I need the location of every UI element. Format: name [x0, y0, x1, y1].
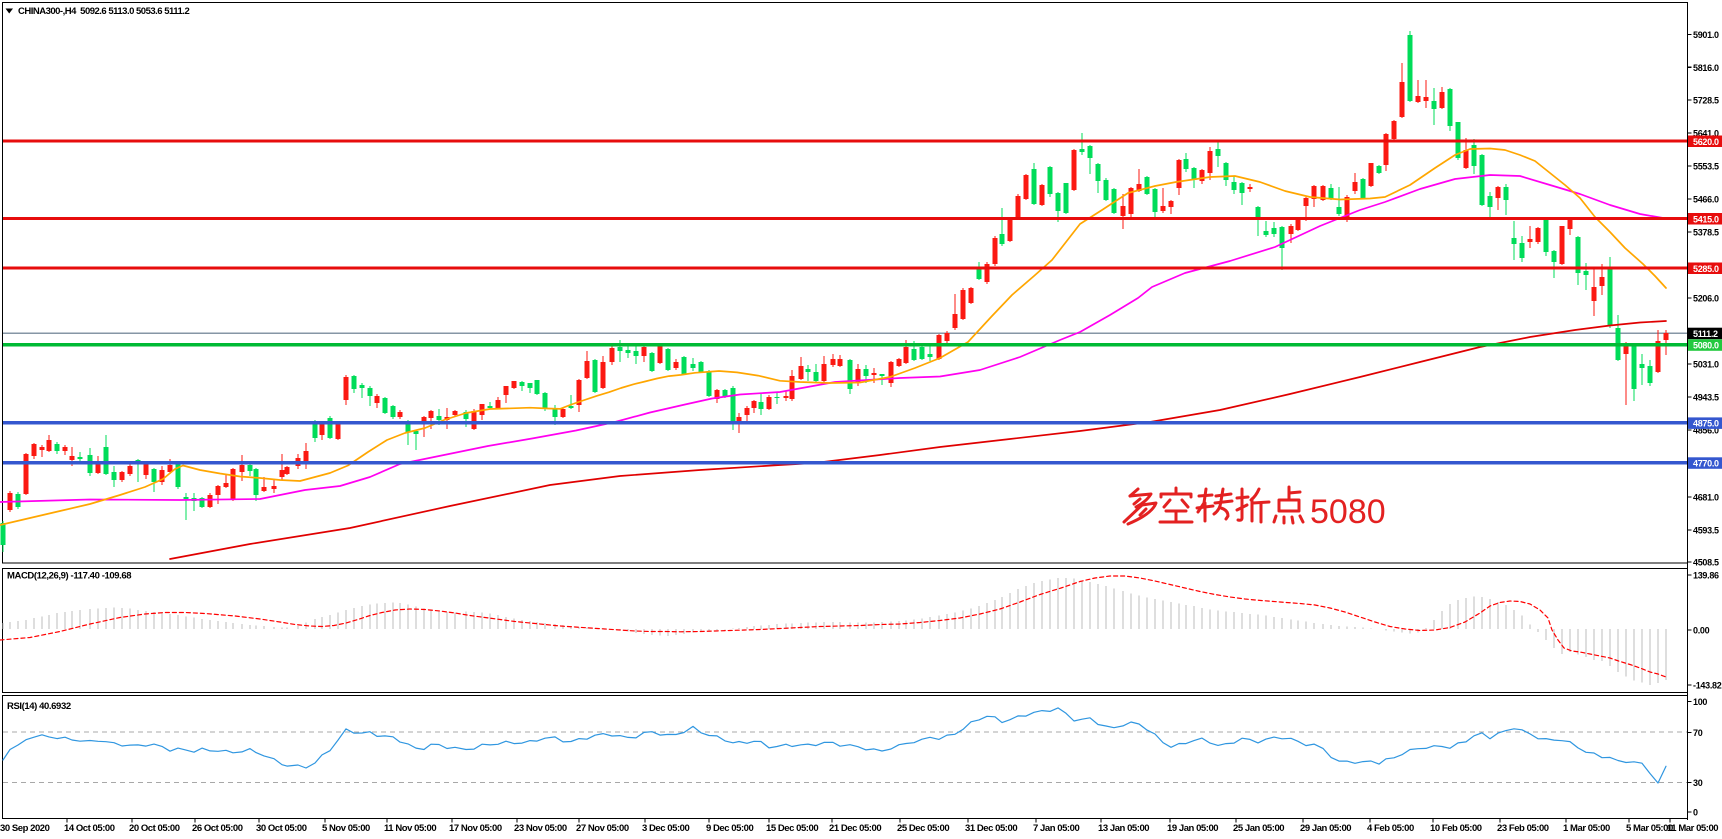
svg-text:9 Dec 05:00: 9 Dec 05:00 [706, 823, 754, 834]
svg-text:4770.0: 4770.0 [1693, 459, 1719, 469]
svg-text:5080: 5080 [1310, 493, 1386, 531]
svg-text:4875.0: 4875.0 [1693, 419, 1719, 429]
svg-text:5901.0: 5901.0 [1693, 30, 1719, 40]
svg-text:-143.82: -143.82 [1693, 681, 1722, 691]
svg-text:11 Mar 05:00: 11 Mar 05:00 [1667, 823, 1718, 834]
svg-text:19 Jan 05:00: 19 Jan 05:00 [1167, 823, 1218, 834]
svg-text:30 Sep 2020: 30 Sep 2020 [0, 823, 50, 834]
svg-text:100: 100 [1693, 697, 1707, 707]
svg-text:4681.0: 4681.0 [1693, 493, 1719, 503]
svg-text:5553.5: 5553.5 [1693, 162, 1719, 172]
svg-text:70: 70 [1693, 728, 1703, 738]
svg-text:20 Oct 05:00: 20 Oct 05:00 [129, 823, 180, 834]
svg-text:5641.0: 5641.0 [1693, 129, 1719, 139]
svg-text:0: 0 [1693, 808, 1698, 818]
svg-text:25 Dec 05:00: 25 Dec 05:00 [897, 823, 949, 834]
svg-text:23 Nov 05:00: 23 Nov 05:00 [514, 823, 567, 834]
svg-text:26 Oct 05:00: 26 Oct 05:00 [192, 823, 243, 834]
svg-text:4508.5: 4508.5 [1693, 558, 1719, 568]
svg-text:7 Jan 05:00: 7 Jan 05:00 [1033, 823, 1079, 834]
svg-text:15 Dec 05:00: 15 Dec 05:00 [766, 823, 818, 834]
svg-text:5285.0: 5285.0 [1693, 264, 1719, 274]
svg-text:5378.5: 5378.5 [1693, 228, 1719, 238]
svg-text:25 Jan 05:00: 25 Jan 05:00 [1233, 823, 1284, 834]
svg-text:5816.0: 5816.0 [1693, 63, 1719, 73]
svg-text:3 Dec 05:00: 3 Dec 05:00 [642, 823, 690, 834]
svg-text:10 Feb 05:00: 10 Feb 05:00 [1430, 823, 1482, 834]
svg-text:5206.0: 5206.0 [1693, 294, 1719, 304]
svg-text:1 Mar 05:00: 1 Mar 05:00 [1563, 823, 1610, 834]
svg-text:5 Mar 05:00: 5 Mar 05:00 [1626, 823, 1673, 834]
svg-text:30: 30 [1693, 778, 1703, 788]
svg-text:13 Jan 05:00: 13 Jan 05:00 [1098, 823, 1149, 834]
svg-text:14 Oct 05:00: 14 Oct 05:00 [64, 823, 115, 834]
svg-text:MACD(12,26,9) -117.40 -109.68: MACD(12,26,9) -117.40 -109.68 [7, 571, 131, 582]
svg-text:5 Nov 05:00: 5 Nov 05:00 [322, 823, 370, 834]
svg-text:31 Dec 05:00: 31 Dec 05:00 [965, 823, 1017, 834]
svg-text:139.86: 139.86 [1693, 571, 1719, 581]
svg-text:5080.0: 5080.0 [1693, 341, 1719, 351]
svg-text:4943.5: 4943.5 [1693, 393, 1719, 403]
svg-text:5031.0: 5031.0 [1693, 360, 1719, 370]
svg-text:4856.0: 4856.0 [1693, 426, 1719, 436]
svg-text:21 Dec 05:00: 21 Dec 05:00 [829, 823, 881, 834]
svg-text:29 Jan 05:00: 29 Jan 05:00 [1300, 823, 1351, 834]
svg-text:5111.2: 5111.2 [1693, 329, 1718, 339]
svg-text:5620.0: 5620.0 [1693, 137, 1719, 147]
svg-text:0.00: 0.00 [1693, 626, 1710, 636]
svg-text:17 Nov 05:00: 17 Nov 05:00 [449, 823, 502, 834]
svg-text:30 Oct 05:00: 30 Oct 05:00 [256, 823, 307, 834]
svg-text:5415.0: 5415.0 [1693, 214, 1719, 224]
svg-text:27 Nov 05:00: 27 Nov 05:00 [576, 823, 629, 834]
svg-text:4593.5: 4593.5 [1693, 526, 1719, 536]
svg-text:4 Feb 05:00: 4 Feb 05:00 [1367, 823, 1414, 834]
svg-text:11 Nov 05:00: 11 Nov 05:00 [384, 823, 436, 834]
svg-text:CHINA300-,H4 5092.6 5113.0 50: CHINA300-,H4 5092.6 5113.0 5053.6 5111.2 [18, 6, 189, 17]
svg-text:5466.0: 5466.0 [1693, 195, 1719, 205]
svg-text:5728.5: 5728.5 [1693, 96, 1719, 106]
svg-text:23 Feb 05:00: 23 Feb 05:00 [1497, 823, 1549, 834]
svg-text:RSI(14) 40.6932: RSI(14) 40.6932 [7, 701, 71, 712]
